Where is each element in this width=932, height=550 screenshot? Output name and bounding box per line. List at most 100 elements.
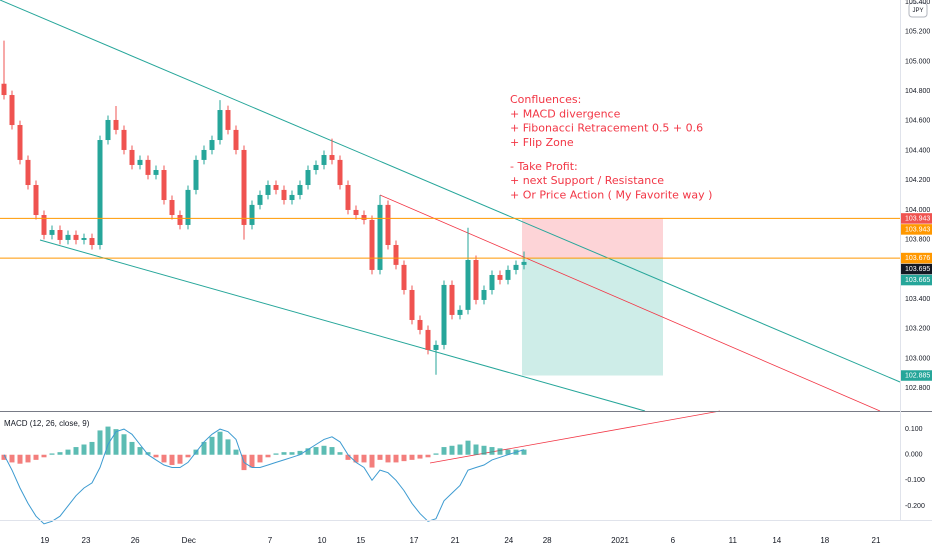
x-tick-label: 23	[82, 536, 91, 545]
target-zone	[522, 258, 663, 376]
currency-badge	[908, 2, 928, 18]
macd-histogram-bar	[137, 447, 143, 455]
macd-histogram-bar	[1, 454, 7, 460]
annotation-line: + Fibonacci Retracement 0.5 + 0.6	[510, 122, 703, 135]
price-label-bg	[901, 274, 932, 286]
y-tick-label: 104.600	[905, 118, 930, 125]
y-tick-label: -0.100	[905, 477, 925, 484]
price-label-bg	[901, 213, 932, 224]
macd-histogram-bar	[145, 452, 151, 455]
candle-body	[289, 194, 295, 201]
price-label: 103.676	[905, 255, 930, 262]
macd-histogram-bar	[201, 441, 207, 455]
candle-body	[177, 215, 183, 225]
candle-body	[65, 234, 71, 240]
macd-histogram-bar	[73, 447, 79, 455]
macd-histogram-bar	[481, 445, 487, 455]
macd-histogram-bar	[313, 447, 319, 455]
macd-histogram-bar	[185, 454, 191, 458]
annotation-line: + next Support / Resistance	[510, 174, 664, 187]
candle-body	[273, 185, 279, 190]
macd-histogram-bar	[265, 454, 271, 458]
x-tick-label: 17	[410, 536, 419, 545]
macd-histogram-bar	[97, 430, 103, 455]
macd-histogram-bar	[385, 454, 391, 463]
candle-body	[17, 125, 23, 160]
macd-histogram-bar	[57, 452, 63, 455]
annotation-line: + Flip Zone	[510, 136, 574, 149]
x-tick-label: 21	[451, 536, 460, 545]
y-tick-label: 0.000	[905, 452, 923, 459]
macd-histogram-bar	[393, 454, 399, 463]
macd-histogram-bar	[33, 454, 39, 460]
y-tick-label: 103.000	[905, 355, 930, 362]
macd-histogram-bar	[89, 441, 95, 455]
price-label: 103.943	[905, 226, 930, 233]
y-tick-label: 103.800	[905, 236, 930, 243]
price-label-bg	[901, 370, 932, 381]
macd-histogram-bar	[473, 444, 479, 455]
candle-body	[113, 119, 119, 130]
candle-body	[481, 289, 487, 300]
candle-body	[89, 238, 95, 245]
candle-body	[41, 215, 47, 235]
macd-histogram-bar	[417, 454, 423, 459]
macd-histogram-bar	[369, 454, 375, 468]
macd-histogram-bar	[305, 448, 311, 455]
price-label: 103.943	[905, 215, 930, 222]
candle-body	[241, 149, 247, 225]
macd-histogram-bar	[105, 426, 111, 455]
macd-histogram-bar	[25, 454, 31, 463]
candle-body	[281, 189, 287, 201]
candle-body	[425, 329, 431, 350]
macd-legend: MACD (12, 26, close, 9)	[4, 419, 90, 428]
macd-histogram-bar	[465, 440, 471, 455]
candle-body	[329, 155, 335, 160]
macd-histogram-bar	[329, 447, 335, 455]
annotation-line: + Or Price Action ( My Favorite way )	[510, 189, 712, 202]
y-tick-label: 104.000	[905, 207, 930, 214]
candle-body	[25, 159, 31, 186]
y-tick-label: 105.000	[905, 58, 930, 65]
macd-histogram-bar	[233, 449, 239, 455]
x-tick-label: 10	[318, 536, 327, 545]
annotation-line: + MACD divergence	[510, 107, 621, 120]
price-label: 103.665	[905, 277, 930, 284]
x-tick-label: 18	[820, 536, 829, 545]
macd-histogram-bar	[17, 454, 23, 464]
x-tick-label: 24	[504, 536, 513, 545]
candle-body	[1, 83, 7, 96]
stop-zone	[522, 218, 663, 259]
macd-histogram-bar	[257, 454, 263, 463]
position-zones	[522, 218, 663, 376]
x-tick-label: 11	[729, 536, 738, 545]
macd-histogram-bar	[65, 449, 71, 455]
price-label-bg	[901, 252, 932, 264]
macd-histogram-bar	[425, 454, 431, 458]
macd-histogram-bar	[9, 454, 15, 463]
candle-body	[433, 344, 439, 350]
macd-histogram-bar	[249, 454, 255, 468]
y-tick-label: 105.200	[905, 29, 930, 36]
candle-body	[457, 309, 463, 315]
macd-histogram-bar	[377, 454, 383, 460]
currency: JPY	[912, 8, 923, 14]
candle-body	[353, 209, 359, 216]
candle-body	[121, 129, 127, 150]
candle-body	[449, 284, 455, 315]
y-tick-label: 0.100	[905, 426, 923, 433]
candle-body	[81, 238, 87, 240]
macd-histogram-bar	[521, 449, 527, 455]
candle-body	[145, 159, 151, 175]
macd-histogram-bar	[281, 452, 287, 455]
macd-histogram-bar	[225, 439, 231, 455]
candle-body	[401, 264, 407, 290]
candle-body	[385, 204, 391, 245]
macd-histogram-bar	[297, 450, 303, 455]
macd-histogram-bar	[497, 448, 503, 455]
candle-body	[297, 185, 303, 195]
macd-histogram-bar	[169, 454, 175, 465]
y-tick-label: 104.200	[905, 177, 930, 184]
candle-body	[169, 200, 175, 216]
